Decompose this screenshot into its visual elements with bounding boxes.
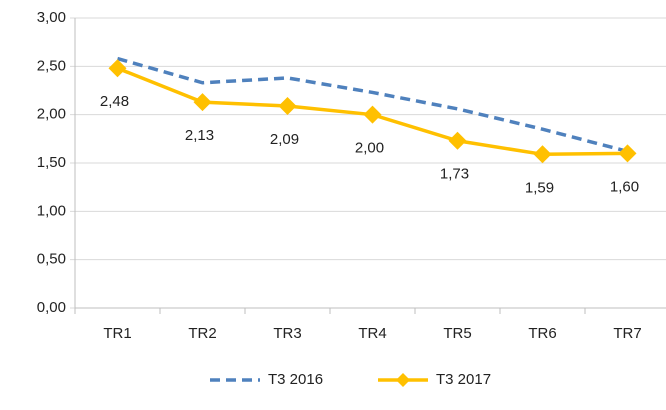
point-marker bbox=[278, 96, 297, 115]
point-marker bbox=[533, 145, 552, 164]
data-label: 2,48 bbox=[100, 93, 129, 110]
data-label: 1,60 bbox=[610, 178, 639, 195]
point-marker bbox=[363, 105, 382, 124]
series-line bbox=[117, 56, 628, 154]
data-label: 2,00 bbox=[355, 140, 384, 157]
x-tick-label: TR3 bbox=[273, 325, 301, 342]
legend-label: T3 2017 bbox=[436, 371, 491, 388]
x-tick-label: TR7 bbox=[613, 325, 641, 342]
y-tick-label: 3,00 bbox=[37, 9, 66, 26]
y-tick-label: 2,00 bbox=[37, 106, 66, 123]
legend-marker bbox=[396, 373, 410, 387]
x-tick-label: TR6 bbox=[528, 325, 556, 342]
point-marker bbox=[193, 93, 212, 112]
y-tick-label: 0,50 bbox=[37, 251, 66, 268]
y-tick-label: 2,50 bbox=[37, 57, 66, 74]
y-tick-label: 1,50 bbox=[37, 154, 66, 171]
x-tick-label: TR5 bbox=[443, 325, 471, 342]
data-label: 1,59 bbox=[525, 179, 554, 196]
x-tick-label: TR2 bbox=[188, 325, 216, 342]
data-label: 1,73 bbox=[440, 166, 469, 183]
data-label: 2,13 bbox=[185, 127, 214, 144]
x-tick-label: TR4 bbox=[358, 325, 386, 342]
point-marker bbox=[618, 144, 637, 163]
y-tick-label: 1,00 bbox=[37, 202, 66, 219]
point-marker bbox=[448, 131, 467, 150]
data-label: 2,09 bbox=[270, 131, 299, 148]
x-tick-label: TR1 bbox=[103, 325, 131, 342]
y-tick-label: 0,00 bbox=[37, 299, 66, 316]
legend-label: T3 2016 bbox=[268, 371, 323, 388]
point-marker bbox=[108, 59, 127, 78]
